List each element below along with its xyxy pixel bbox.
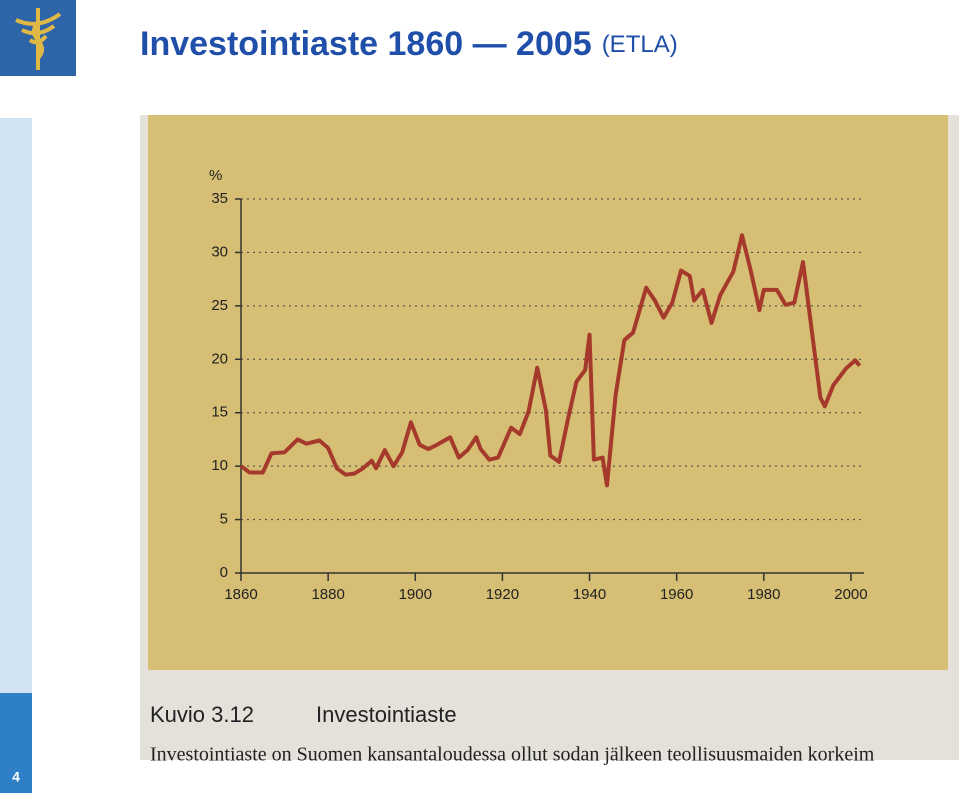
- y-tick-label: 15: [211, 404, 228, 421]
- data-line: [239, 233, 862, 488]
- y-axis-label: %: [209, 167, 222, 184]
- side-bar: [0, 118, 32, 693]
- x-tick-label: 1940: [573, 586, 606, 603]
- y-tick-label: 5: [220, 511, 228, 528]
- caption-text: Investointiaste on Suomen kansantaloudes…: [150, 744, 875, 766]
- x-tick-label: 1920: [486, 586, 519, 603]
- page-tab: [0, 693, 32, 793]
- y-tick-label: 35: [211, 190, 228, 207]
- x-tick-label: 1860: [224, 586, 257, 603]
- y-tick-label: 20: [211, 350, 228, 367]
- caption-label: Kuvio 3.12: [150, 702, 254, 727]
- logo-emblem: [15, 8, 62, 70]
- x-tick-label: 1960: [660, 586, 693, 603]
- x-tick-label: 1900: [399, 586, 432, 603]
- slide-title: Investointiaste 1860 — 2005 (ETLA): [140, 25, 678, 63]
- x-tick-label: 1880: [311, 586, 344, 603]
- page-number: 4: [12, 769, 20, 785]
- x-tick-label: 1980: [747, 586, 780, 603]
- y-tick-label: 10: [211, 457, 228, 474]
- x-tick-label: 2000: [834, 586, 867, 603]
- y-tick-label: 30: [211, 243, 228, 260]
- y-tick-label: 0: [220, 564, 228, 581]
- chart-bg: [148, 115, 948, 670]
- caption-title: Investointiaste: [316, 702, 457, 727]
- y-tick-label: 25: [211, 297, 228, 314]
